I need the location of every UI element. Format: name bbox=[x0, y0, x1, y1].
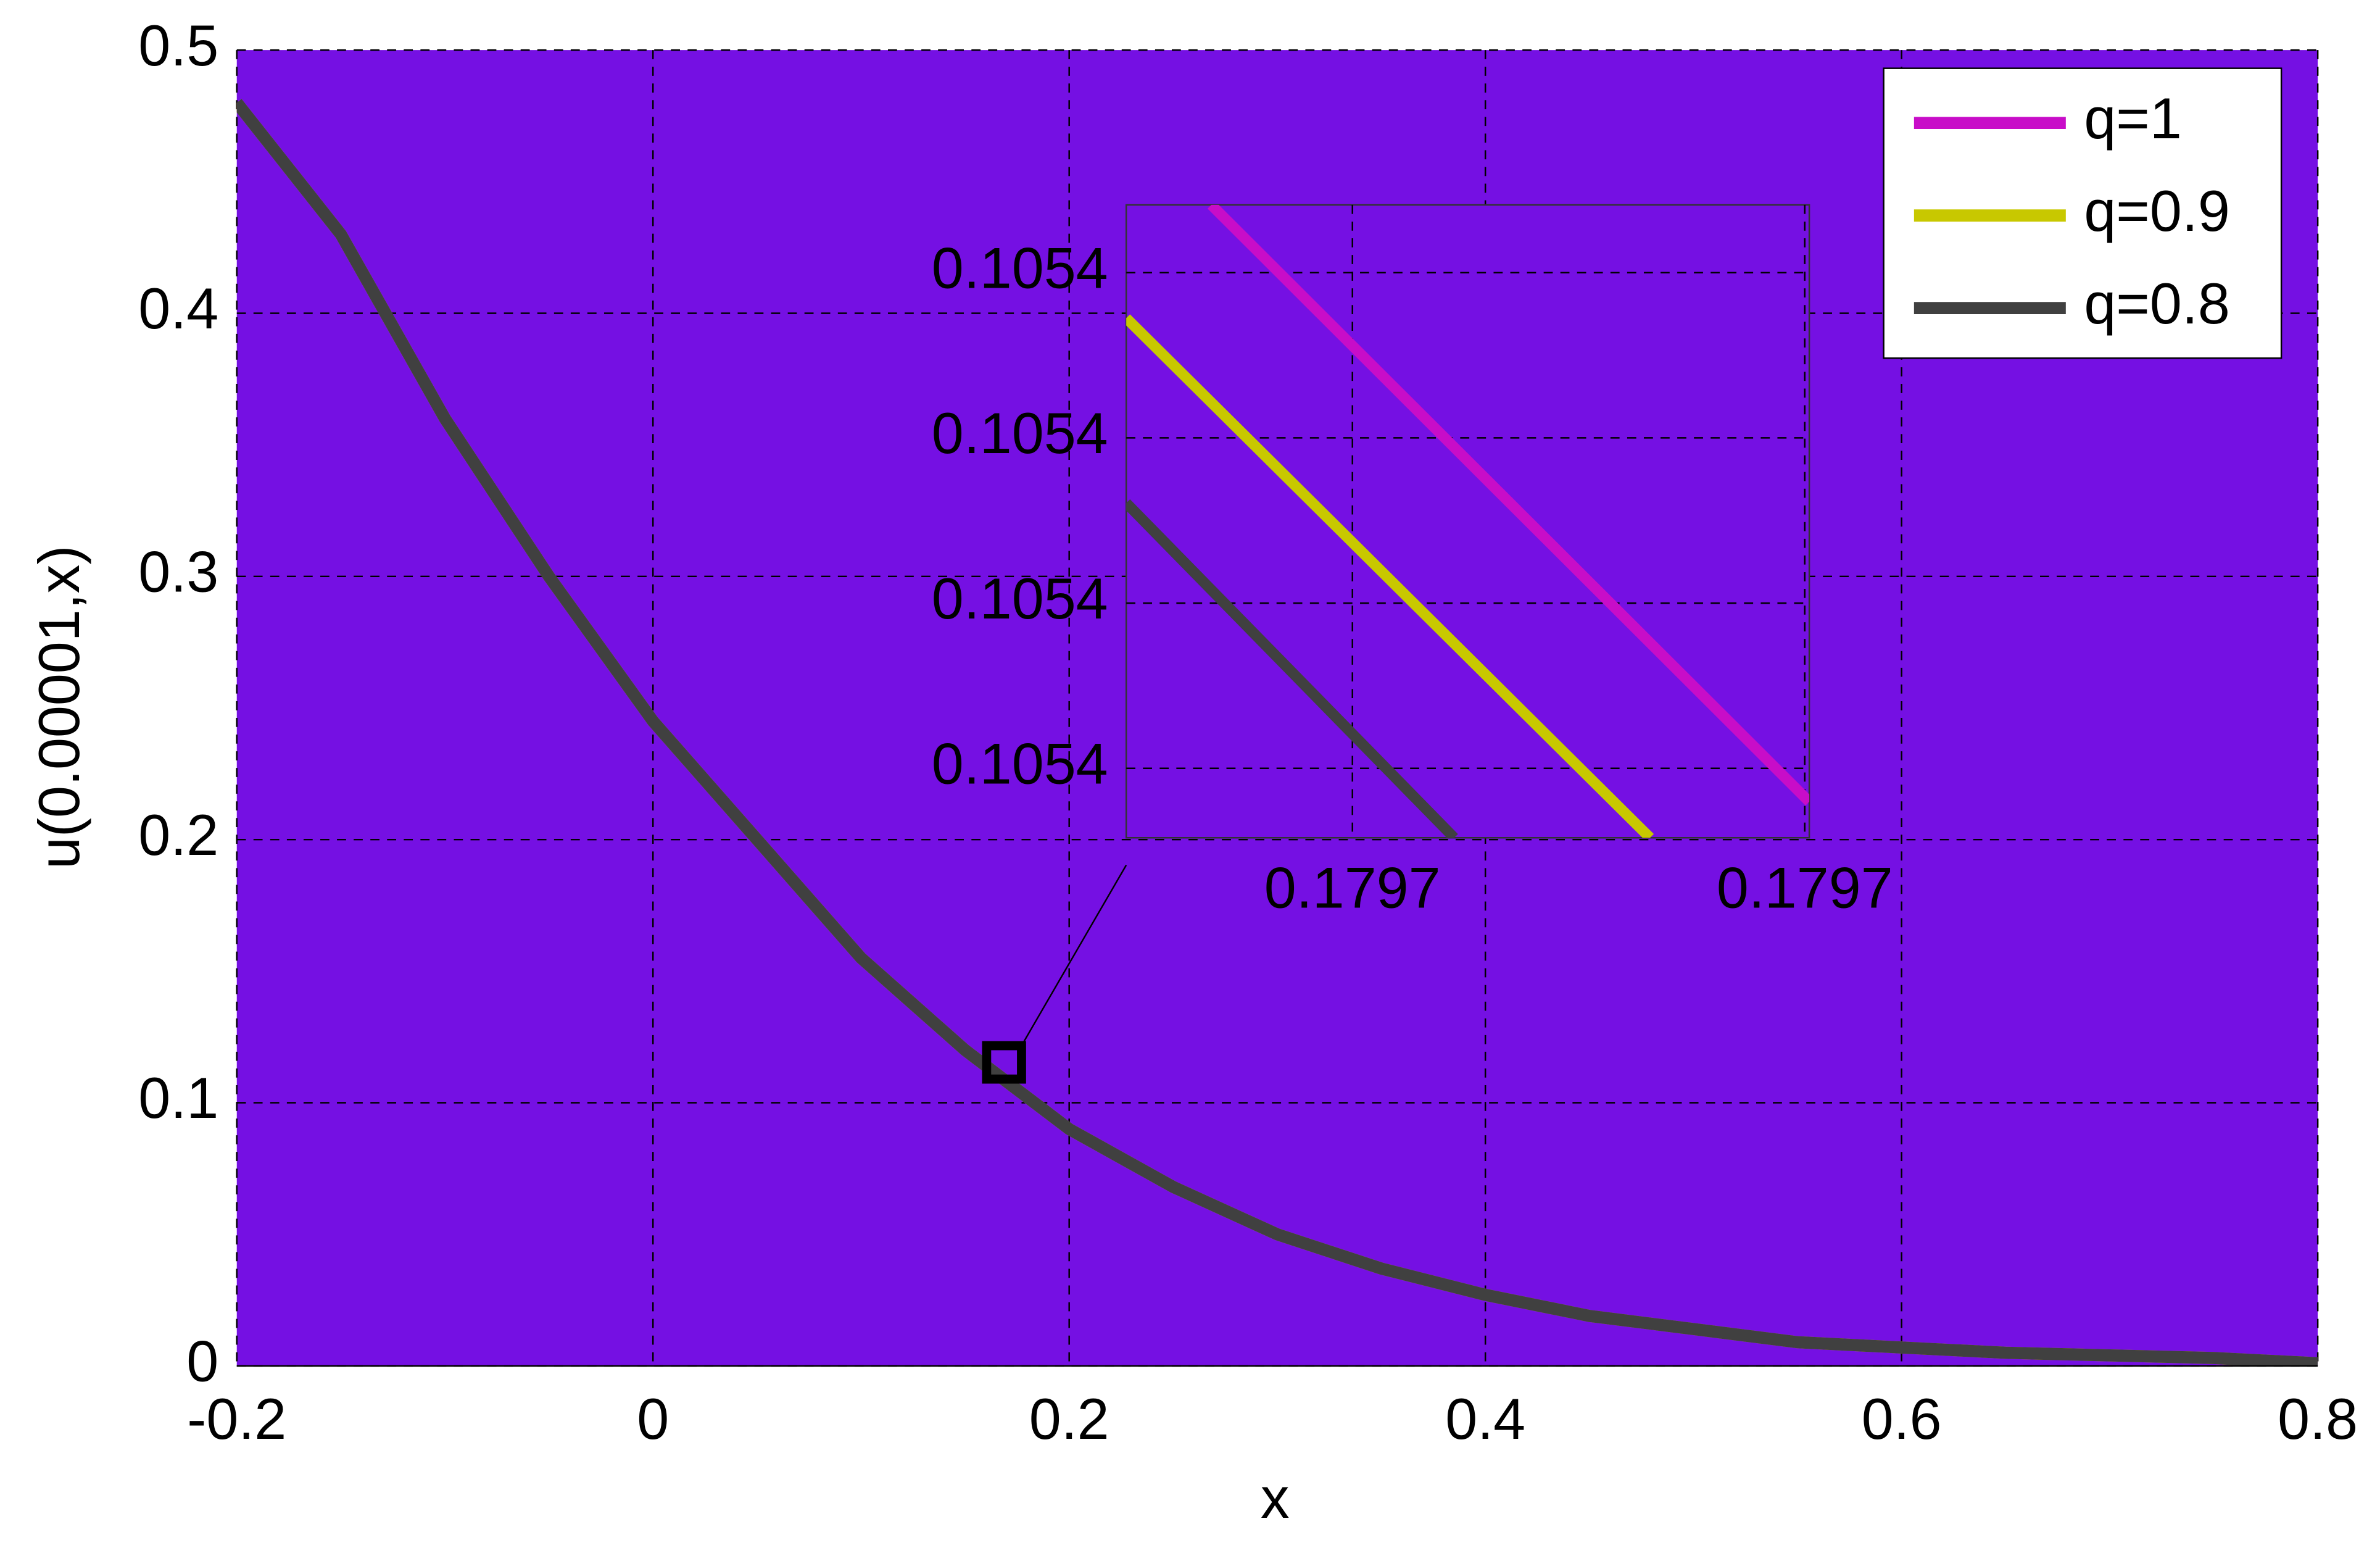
x-tick-label: -0.2 bbox=[187, 1386, 286, 1451]
y-tick-label: 0.5 bbox=[138, 13, 218, 78]
x-axis-label: x bbox=[1261, 1465, 1290, 1530]
x-tick-label: 0.8 bbox=[2278, 1386, 2358, 1451]
y-tick-label: 0.1 bbox=[138, 1065, 218, 1130]
x-tick-label: 0 bbox=[637, 1386, 669, 1451]
legend-label: q=0.8 bbox=[2084, 271, 2229, 336]
y-tick-label: 0 bbox=[186, 1329, 218, 1394]
y-tick-label: 0.1054 bbox=[932, 235, 1108, 300]
legend-label: q=1 bbox=[2084, 86, 2182, 151]
y-tick-label: 0.4 bbox=[138, 276, 218, 341]
x-tick-label: 0.1797 bbox=[1264, 855, 1441, 920]
x-tick-label: 0.2 bbox=[1029, 1386, 1109, 1451]
y-tick-label: 0.1054 bbox=[932, 731, 1108, 796]
x-tick-label: 0.1797 bbox=[1717, 855, 1893, 920]
zoom-connector bbox=[1021, 864, 1127, 1046]
zoom-marker bbox=[982, 1041, 1026, 1084]
series-line bbox=[1126, 499, 1458, 838]
y-tick-label: 0.1054 bbox=[932, 401, 1108, 465]
series-line bbox=[1126, 314, 1654, 838]
y-tick-label: 0.2 bbox=[138, 802, 218, 867]
y-axis-label: u(0.00001,x) bbox=[27, 546, 91, 870]
series-line bbox=[1207, 204, 1810, 806]
x-tick-label: 0.4 bbox=[1445, 1386, 1525, 1451]
x-tick-label: 0.6 bbox=[1862, 1386, 1942, 1451]
y-tick-label: 0.3 bbox=[138, 539, 218, 604]
legend-label: q=0.9 bbox=[2084, 178, 2229, 243]
plot-area bbox=[1125, 204, 1810, 839]
y-tick-label: 0.1054 bbox=[932, 566, 1108, 631]
series-line bbox=[236, 99, 2318, 1366]
